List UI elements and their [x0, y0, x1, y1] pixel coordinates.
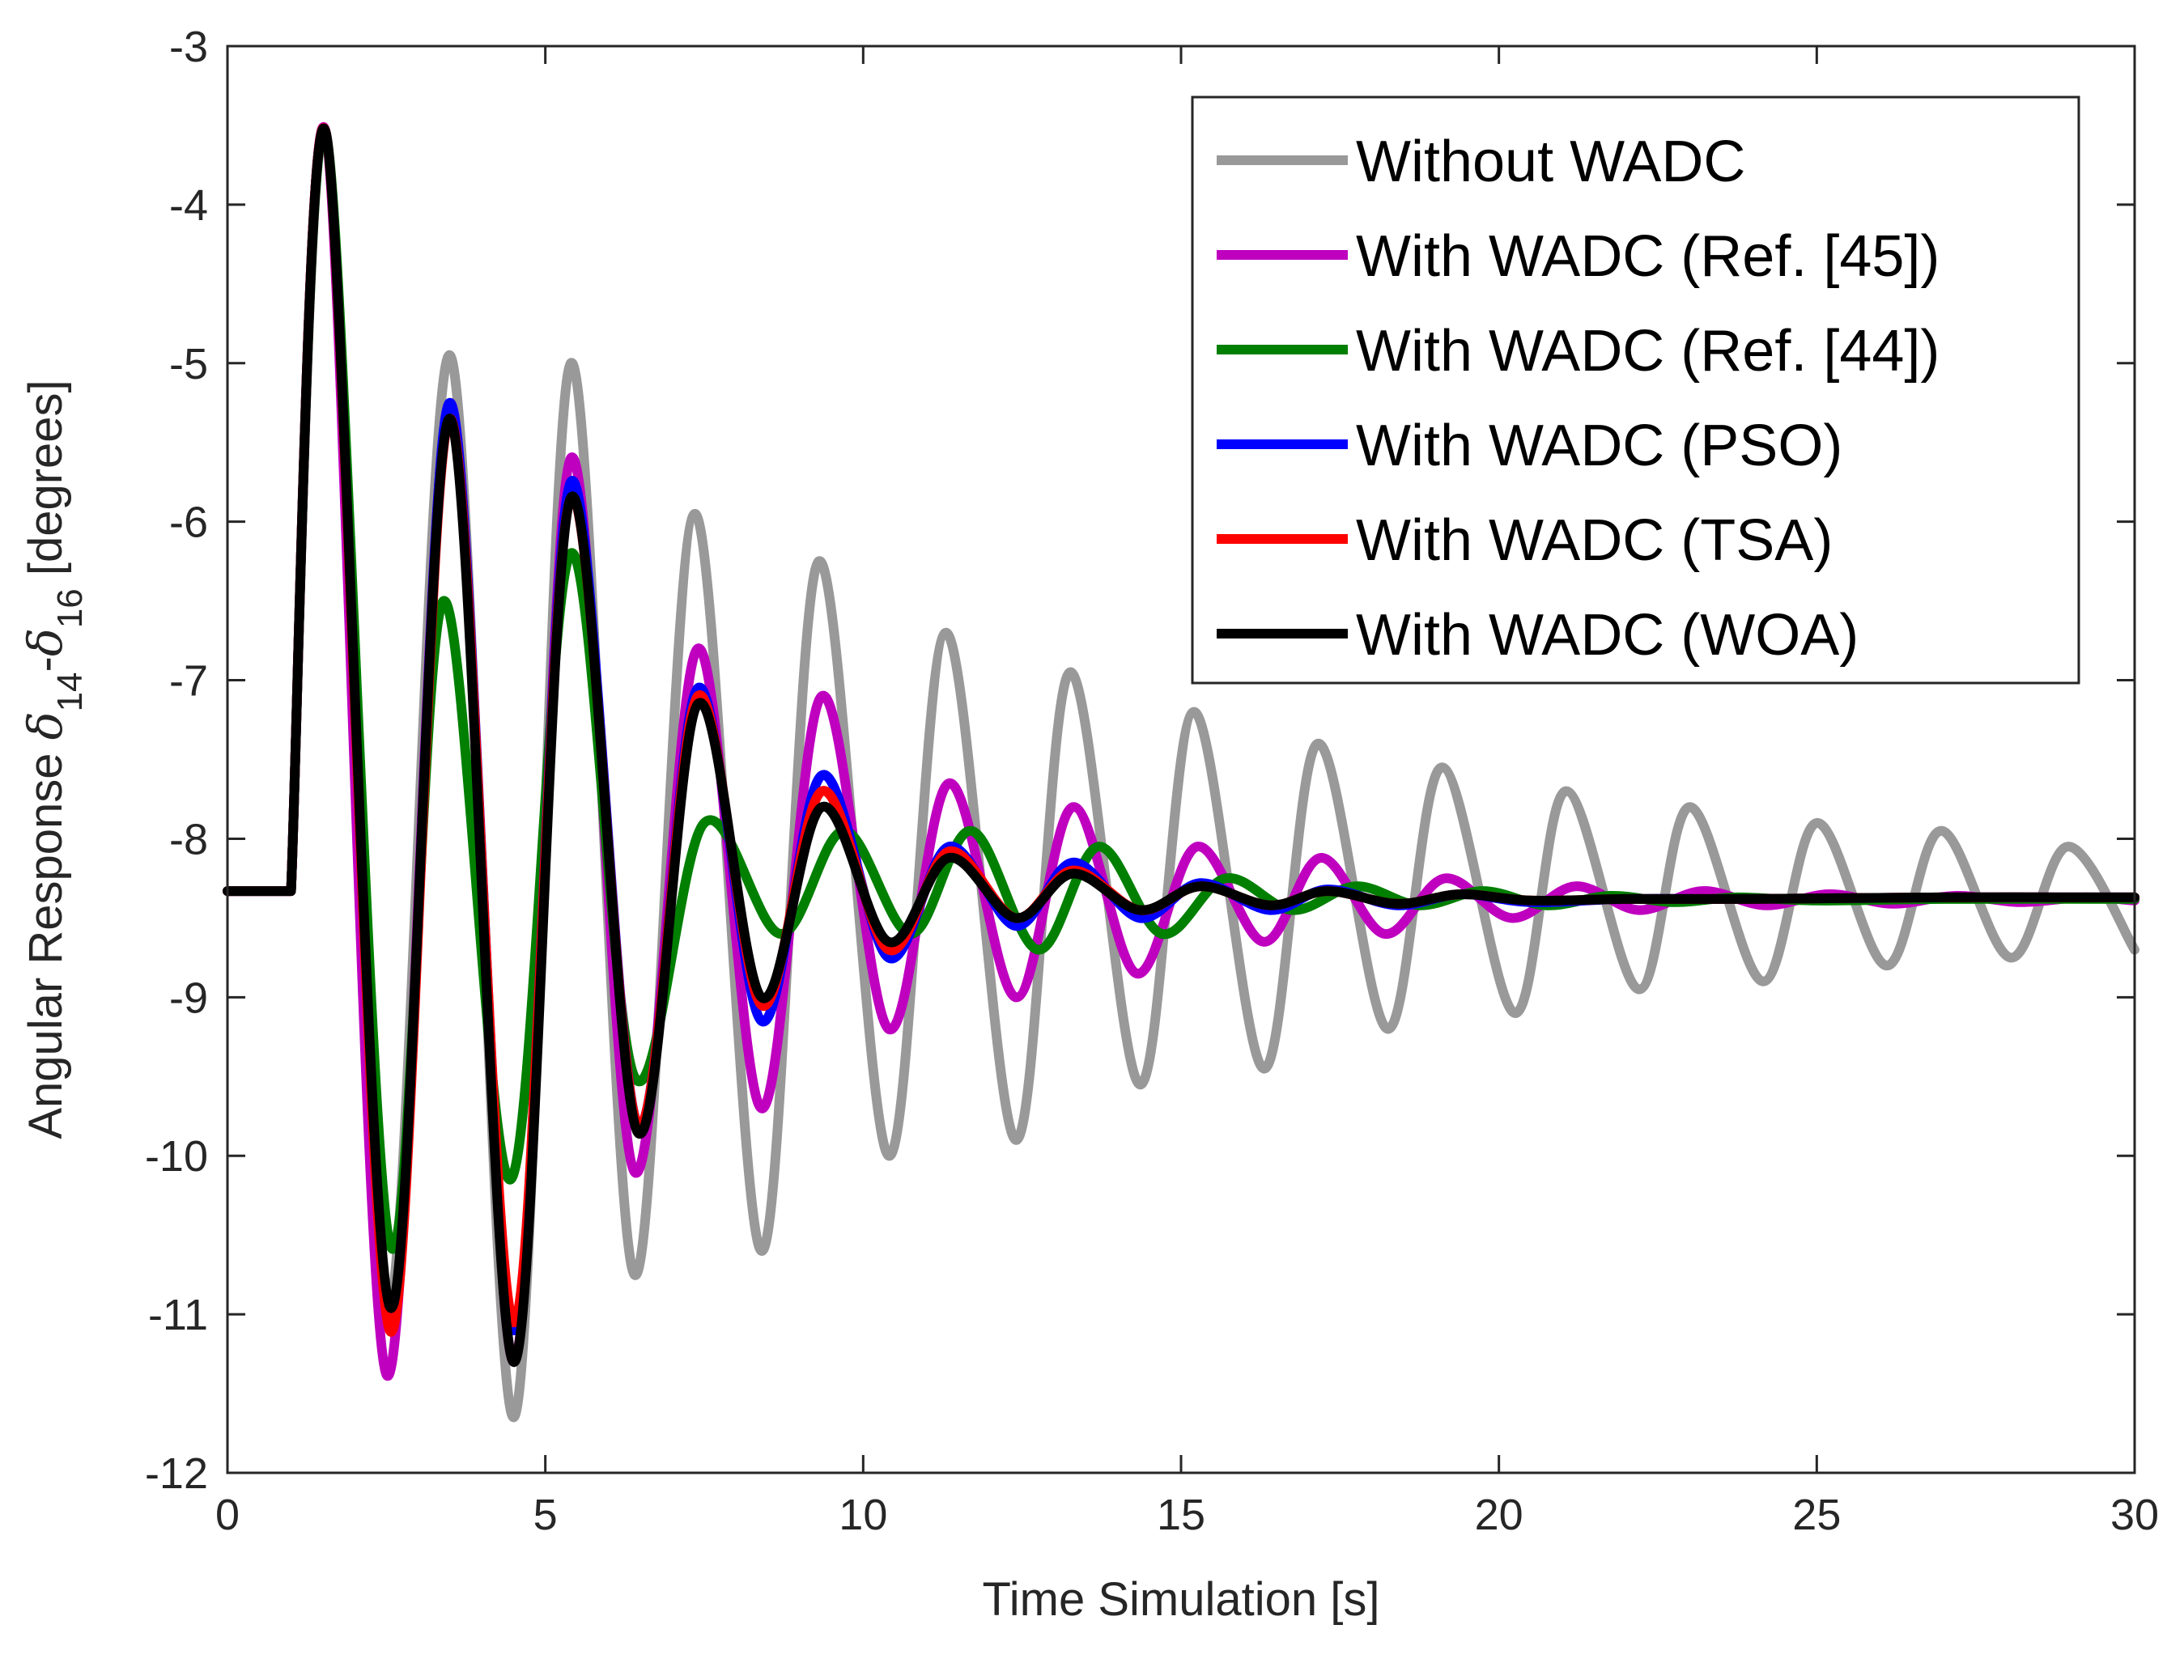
axes-layer: 0 5 10 15 20 25 30 -12 -11 -10 -9 -8 -7 -6 -5 -4 -3: [145, 23, 2159, 1539]
y-tick-label: -12: [145, 1449, 208, 1498]
y-tick-label: -9: [169, 974, 208, 1022]
legend-label-4: With WADC (TSA): [1356, 508, 1833, 573]
legend-label-3: With WADC (PSO): [1356, 414, 1842, 478]
y-axis-title-suffix: [degrees]: [19, 380, 72, 588]
x-tick-label: 15: [1157, 1491, 1205, 1539]
y-axis-title-prefix: Angular Response: [19, 740, 72, 1139]
y-tick-label: -8: [169, 815, 208, 863]
y-axis-title-dash: -: [19, 656, 72, 672]
y-tick-label: -4: [169, 181, 208, 230]
x-tick-label: 5: [533, 1491, 558, 1539]
x-tick-label: 25: [1792, 1491, 1841, 1539]
y-tick-label: -11: [148, 1291, 208, 1339]
legend: Without WADC With WADC (Ref. [45]) With WA…: [1191, 95, 2080, 685]
x-axis-title: Time Simulation [s]: [983, 1573, 1380, 1626]
y-axis-title: Angular Response δ14-δ16 [degrees]: [18, 380, 90, 1139]
y-tick-label: -3: [169, 23, 208, 71]
x-tick-label: 0: [215, 1491, 240, 1539]
legend-label-0: Without WADC: [1356, 129, 1745, 194]
series-line-5: [223, 124, 2139, 1367]
x-tick-label: 10: [839, 1491, 887, 1539]
y-axis-title-sub2: 16: [50, 588, 90, 628]
y-tick-label: -7: [169, 657, 208, 706]
y-axis-title-delta2: δ: [18, 628, 73, 656]
y-tick-label: -6: [169, 498, 208, 547]
legend-label-2: With WADC (Ref. [44]): [1356, 319, 1940, 384]
y-axis-title-delta1: δ: [18, 711, 73, 740]
x-tick-label: 30: [2110, 1491, 2159, 1539]
y-tick-label: -10: [145, 1132, 208, 1181]
legend-box: [1191, 95, 2080, 685]
series-layer: [223, 121, 2139, 1423]
y-axis-title-sub1: 14: [50, 672, 90, 711]
legend-label-5: With WADC (WOA): [1356, 603, 1859, 668]
x-tick-label: 20: [1475, 1491, 1523, 1539]
legend-label-1: With WADC (Ref. [45]): [1356, 224, 1940, 289]
y-tick-label: -5: [169, 340, 208, 388]
